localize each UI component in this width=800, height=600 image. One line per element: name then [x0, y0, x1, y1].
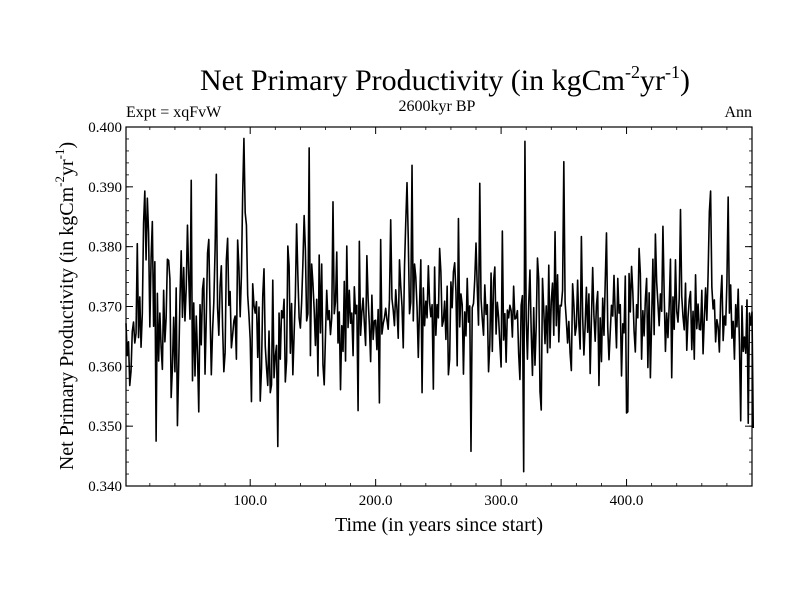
chart-title-mid: yr	[640, 64, 665, 97]
x-tick-label: 400.0	[610, 493, 644, 509]
chart-title: Net Primary Productivity (in kgCm-2yr-1)	[200, 62, 690, 97]
chart-title-end: )	[680, 64, 690, 97]
x-tick-label: 100.0	[233, 493, 267, 509]
y-tick-label: 0.350	[88, 419, 122, 435]
chart-title-sup2: -1	[665, 62, 680, 82]
y-axis-label-sup1: -2	[52, 176, 67, 187]
y-axis-label-main: Net Primary Productivity (in kgCm	[56, 186, 78, 470]
chart-title-sup1: -2	[625, 62, 640, 82]
chart-subtitle: 2600kyr BP	[399, 98, 476, 115]
x-axis-ticks: 100.0 200.0 300.0 400.0	[149, 127, 728, 509]
chart-title-main: Net Primary Productivity (in kgCm	[200, 64, 625, 97]
experiment-label: Expt = xqFvW	[126, 104, 222, 121]
y-axis-label-mid: yr	[56, 159, 78, 176]
y-tick-label: 0.340	[88, 479, 122, 495]
x-tick-label: 300.0	[484, 493, 518, 509]
y-tick-label: 0.390	[88, 180, 122, 196]
y-tick-label: 0.370	[88, 300, 122, 316]
series-line-npp	[125, 137, 755, 473]
season-label: Ann	[724, 104, 752, 121]
y-axis-label: Net Primary Productivity (in kgCm-2yr-1)	[52, 142, 78, 470]
x-tick-label: 200.0	[359, 493, 393, 509]
y-tick-label: 0.380	[88, 240, 122, 256]
y-tick-label: 0.400	[88, 120, 122, 136]
y-axis-label-end: )	[56, 142, 78, 149]
y-axis-label-sup2: -1	[52, 149, 67, 160]
y-tick-label: 0.360	[88, 359, 122, 375]
y-axis-ticks: 0.340 0.350 0.360 0.370 0.380 0.390 0.400	[88, 120, 752, 495]
x-axis-label: Time (in years since start)	[335, 514, 543, 536]
